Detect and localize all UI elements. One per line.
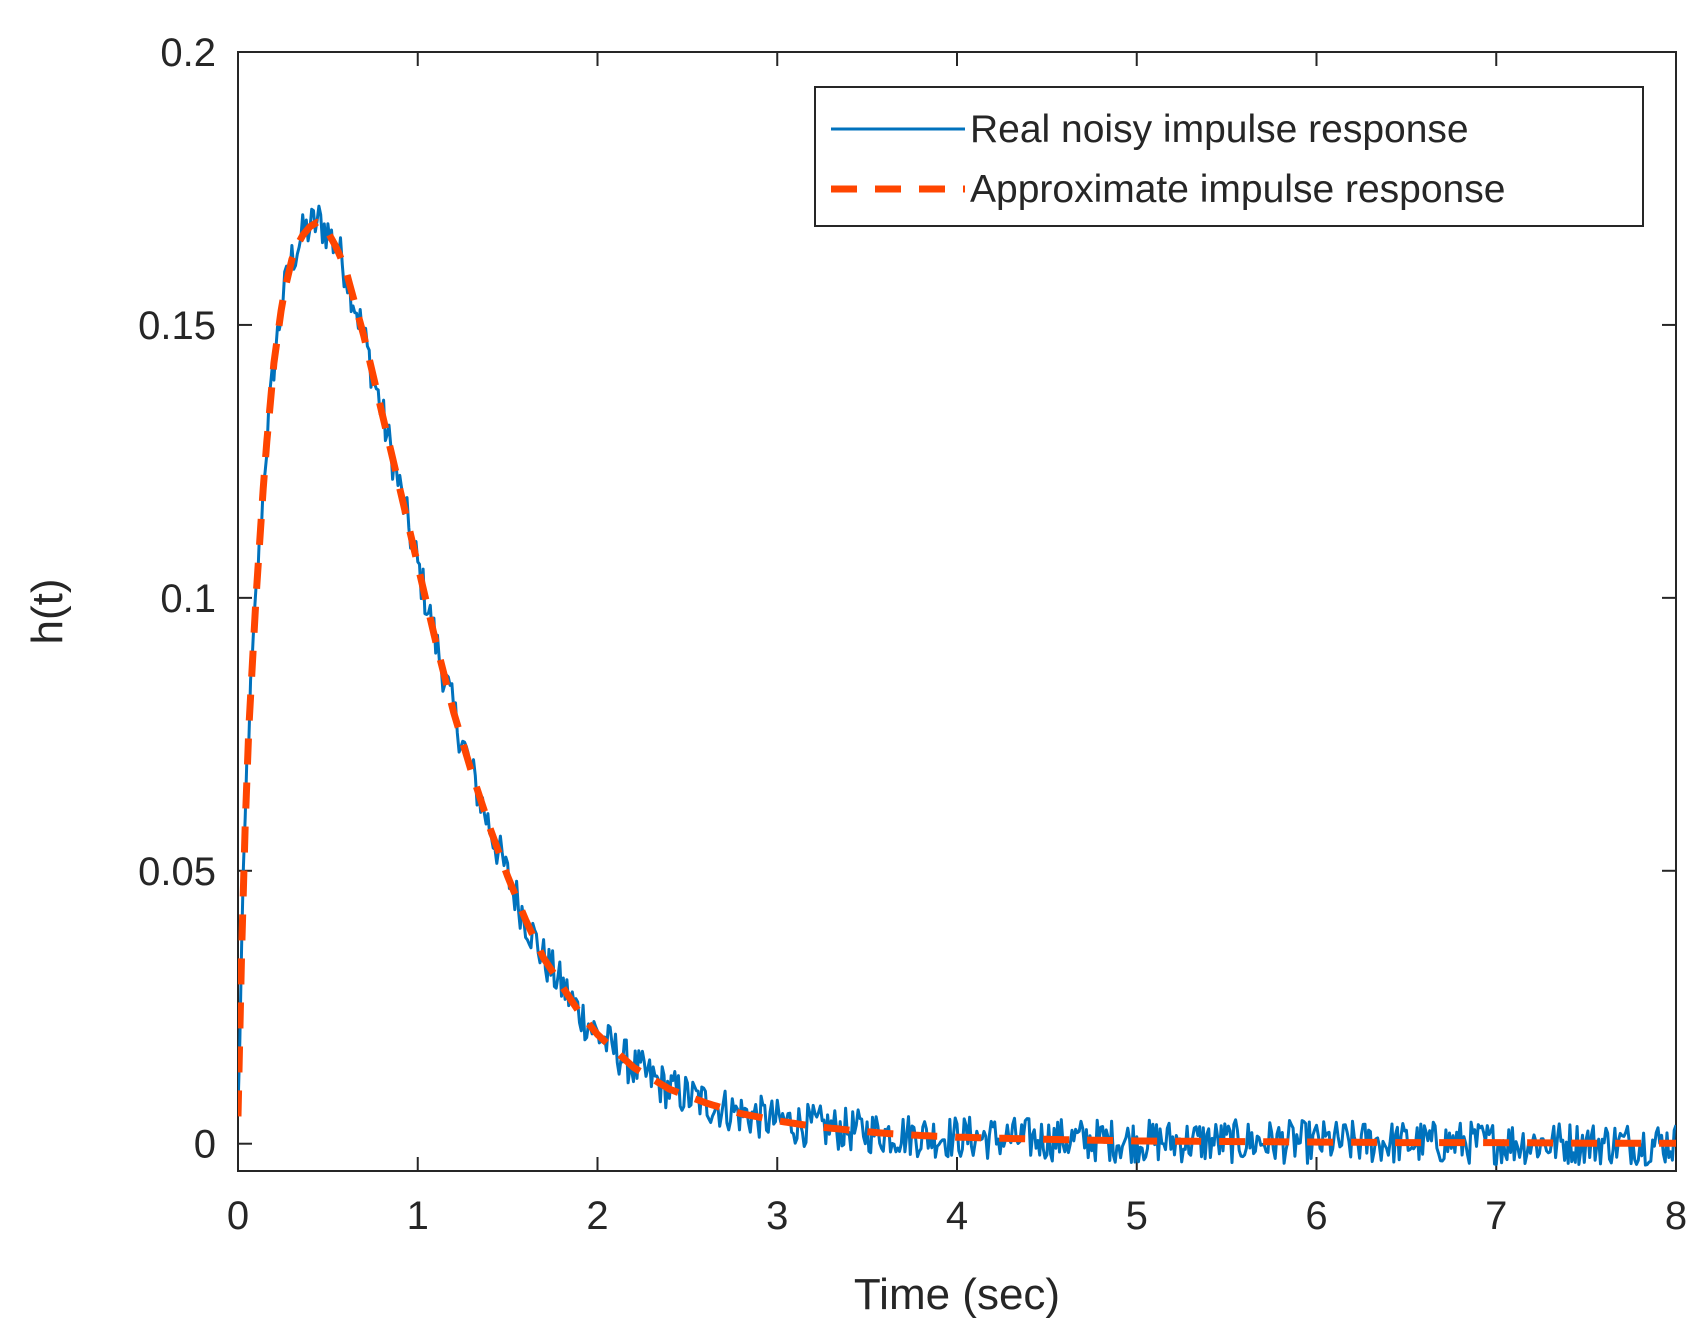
- x-tick-marks: [237, 52, 1677, 1171]
- y-axis-label: h(t): [23, 579, 72, 645]
- legend-items: Real noisy impulse response Approximate i…: [831, 108, 1505, 211]
- series-layer: [238, 204, 1676, 1167]
- legend: Real noisy impulse response Approximate i…: [814, 86, 1644, 227]
- series-line-approximate: [238, 218, 1676, 1147]
- x-tick-label-4: 4: [946, 1194, 968, 1238]
- y-tick-marks: [238, 51, 1676, 1145]
- legend-label-approximate: Approximate impulse response: [970, 168, 1505, 211]
- x-tick-label-3: 3: [766, 1194, 788, 1238]
- x-tick-label-5: 5: [1126, 1194, 1148, 1238]
- x-axis-label: Time (sec): [854, 1270, 1060, 1319]
- x-tick-label-7: 7: [1485, 1194, 1507, 1238]
- y-tick-label-0.05: 0.05: [138, 850, 216, 894]
- plot-area: 0 1 2 3 4 5 6 7 8 0 0.05 0.1 0.15 0.2 Real noisy imp…: [138, 31, 1687, 1238]
- y-tick-label-0.2: 0.2: [160, 31, 216, 75]
- x-tick-labels: 0 1 2 3 4 5 6 7 8: [227, 1194, 1687, 1238]
- legend-label-real-noisy: Real noisy impulse response: [970, 108, 1469, 151]
- x-tick-label-2: 2: [586, 1194, 608, 1238]
- x-tick-label-0: 0: [227, 1194, 249, 1238]
- y-tick-label-0.15: 0.15: [138, 304, 216, 348]
- y-tick-labels: 0 0.05 0.1 0.15 0.2: [138, 31, 216, 1167]
- legend-box: [814, 86, 1644, 227]
- x-tick-label-6: 6: [1305, 1194, 1327, 1238]
- y-tick-label-0: 0: [194, 1123, 216, 1167]
- x-tick-label-1: 1: [407, 1194, 429, 1238]
- x-tick-label-8: 8: [1665, 1194, 1687, 1238]
- y-tick-label-0.1: 0.1: [160, 577, 216, 621]
